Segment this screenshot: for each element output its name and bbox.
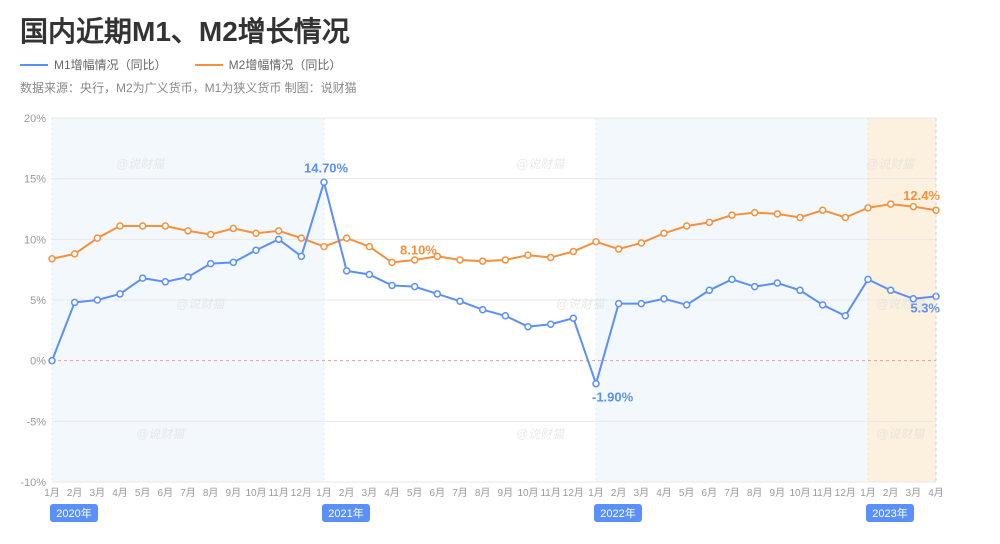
svg-text:7月: 7月: [452, 487, 468, 499]
svg-text:@说财猫: @说财猫: [176, 297, 226, 311]
svg-text:3月: 3月: [362, 487, 378, 499]
svg-text:8.10%: 8.10%: [400, 242, 437, 257]
svg-text:10月: 10月: [789, 487, 810, 499]
svg-text:@说财猫: @说财猫: [866, 157, 916, 171]
legend-label-m2: M2增幅情况（同比）: [229, 56, 342, 73]
svg-text:12月: 12月: [835, 487, 856, 499]
legend-item-m1: M1增幅情况（同比）: [20, 56, 167, 73]
svg-text:11月: 11月: [540, 487, 560, 499]
svg-text:7月: 7月: [724, 487, 740, 499]
svg-text:3月: 3月: [90, 487, 106, 499]
svg-text:4月: 4月: [112, 487, 128, 499]
svg-text:0%: 0%: [30, 356, 46, 368]
svg-text:1月: 1月: [44, 487, 60, 499]
svg-text:1月: 1月: [316, 487, 332, 499]
svg-text:10%: 10%: [24, 234, 46, 246]
svg-text:2020年: 2020年: [56, 506, 91, 520]
legend: M1增幅情况（同比） M2增幅情况（同比）: [20, 56, 980, 73]
svg-text:6月: 6月: [702, 487, 718, 499]
svg-text:@说财猫: @说财猫: [136, 427, 186, 441]
svg-text:15%: 15%: [24, 174, 46, 186]
svg-text:10月: 10月: [517, 487, 538, 499]
svg-text:-10%: -10%: [20, 477, 46, 489]
legend-swatch-m2: [195, 64, 223, 66]
svg-text:11月: 11月: [268, 487, 288, 499]
svg-text:12月: 12月: [291, 487, 312, 499]
svg-text:8月: 8月: [475, 487, 491, 499]
svg-text:@说财猫: @说财猫: [556, 297, 606, 311]
svg-text:6月: 6月: [430, 487, 446, 499]
svg-text:5月: 5月: [679, 487, 695, 499]
line-chart: -10% -5% 0% 5% 10% 15% 20% @说财猫 @说财猫 @说财猫 @说财猫 @说财猫…: [16, 108, 976, 528]
svg-text:4月: 4月: [384, 487, 400, 499]
source-note: 数据来源：央行，M2为广义货币，M1为狭义货币 制图：说财猫: [20, 79, 980, 96]
svg-text:9月: 9月: [498, 487, 514, 499]
svg-text:2022年: 2022年: [600, 506, 635, 520]
svg-text:1月: 1月: [588, 487, 604, 499]
svg-text:5.3%: 5.3%: [910, 300, 940, 315]
svg-text:12.4%: 12.4%: [903, 188, 940, 203]
svg-text:5月: 5月: [407, 487, 423, 499]
header: 国内近期M1、M2增长情况 M1增幅情况（同比） M2增幅情况（同比） 数据来源…: [0, 0, 1000, 100]
svg-text:1月: 1月: [860, 487, 876, 499]
svg-text:@说财猫: @说财猫: [516, 157, 566, 171]
svg-text:@说财猫: @说财猫: [116, 157, 166, 171]
legend-item-m2: M2增幅情况（同比）: [195, 56, 342, 73]
svg-text:7月: 7月: [180, 487, 196, 499]
svg-text:2月: 2月: [339, 487, 355, 499]
svg-text:2023年: 2023年: [872, 506, 907, 520]
svg-text:-1.90%: -1.90%: [592, 390, 634, 405]
svg-text:20%: 20%: [24, 113, 46, 125]
svg-text:8月: 8月: [203, 487, 219, 499]
svg-text:3月: 3月: [634, 487, 650, 499]
svg-text:2月: 2月: [883, 487, 899, 499]
svg-text:12月: 12月: [563, 487, 584, 499]
svg-text:5%: 5%: [30, 295, 46, 307]
svg-text:3月: 3月: [906, 487, 922, 499]
svg-text:8月: 8月: [747, 487, 763, 499]
page-title: 国内近期M1、M2增长情况: [20, 10, 980, 50]
svg-text:6月: 6月: [158, 487, 174, 499]
svg-text:@说财猫: @说财猫: [516, 427, 566, 441]
svg-text:11月: 11月: [812, 487, 832, 499]
svg-text:-5%: -5%: [26, 416, 46, 428]
chart-container: -10% -5% 0% 5% 10% 15% 20% @说财猫 @说财猫 @说财猫 @说财猫 @说财猫…: [16, 108, 984, 528]
svg-text:14.70%: 14.70%: [304, 160, 349, 175]
svg-text:5月: 5月: [135, 487, 151, 499]
svg-text:2月: 2月: [67, 487, 83, 499]
svg-text:9月: 9月: [770, 487, 786, 499]
svg-text:2021年: 2021年: [328, 506, 363, 520]
svg-text:10月: 10月: [245, 487, 266, 499]
svg-text:2月: 2月: [611, 487, 627, 499]
legend-label-m1: M1增幅情况（同比）: [54, 56, 167, 73]
svg-text:4月: 4月: [656, 487, 672, 499]
svg-text:4月: 4月: [928, 487, 944, 499]
legend-swatch-m1: [20, 64, 48, 66]
svg-text:@说财猫: @说财猫: [876, 427, 926, 441]
svg-text:9月: 9月: [226, 487, 242, 499]
